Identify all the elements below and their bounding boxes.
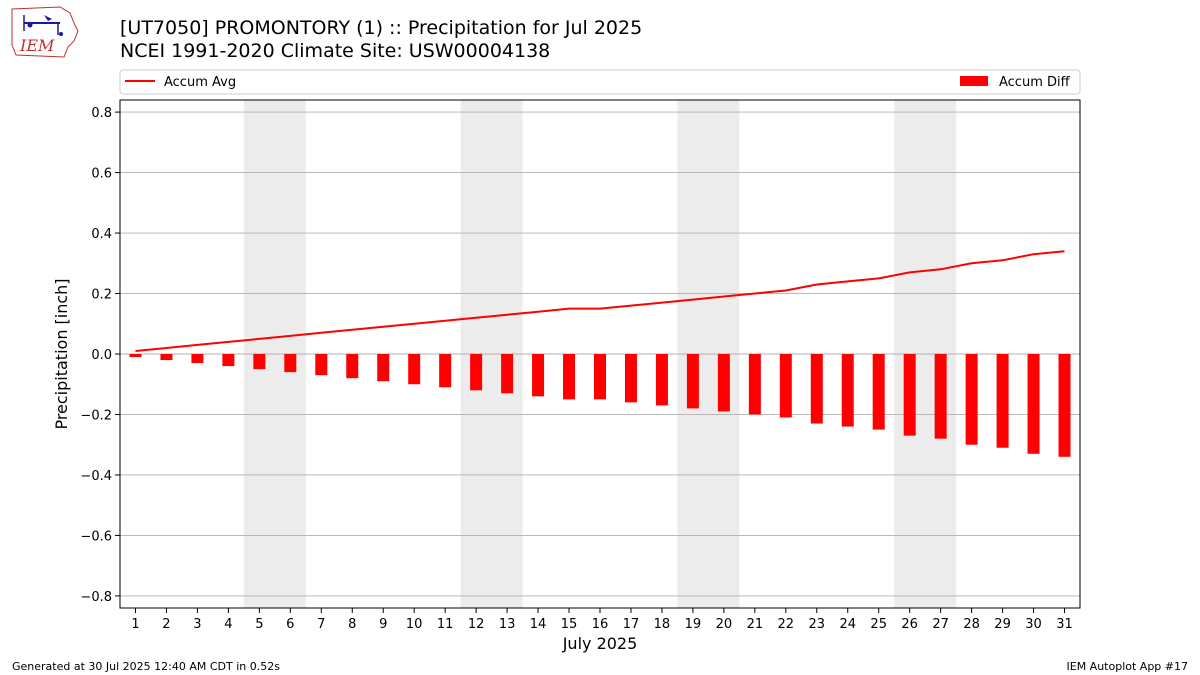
accum-diff-bar: [624, 354, 637, 403]
accum-diff-bar: [996, 354, 1009, 448]
x-tick-label: 13: [499, 617, 516, 632]
accum-diff-bar: [253, 354, 266, 370]
legend-bar-swatch: [960, 76, 988, 86]
accum-diff-bar: [934, 354, 947, 439]
generated-timestamp: Generated at 30 Jul 2025 12:40 AM CDT in…: [12, 660, 280, 673]
iem-logo: IEM: [11, 6, 79, 58]
x-tick-label: 2: [162, 617, 170, 632]
x-tick-label: 3: [193, 617, 201, 632]
y-tick-label: −0.2: [80, 408, 112, 423]
accum-diff-bar: [284, 354, 297, 373]
y-tick-label: −0.8: [80, 590, 112, 605]
accum-avg-line: [135, 250, 1065, 352]
accum-diff-bar: [532, 354, 545, 397]
accum-diff-bar: [686, 354, 699, 409]
x-tick-label: 22: [778, 617, 795, 632]
x-tick-label: 18: [654, 617, 671, 632]
svg-text:IEM: IEM: [19, 36, 55, 55]
x-tick-label: 17: [623, 617, 640, 632]
x-tick-label: 24: [839, 617, 856, 632]
accum-diff-bar: [346, 354, 359, 379]
y-tick-label: −0.6: [80, 529, 112, 544]
accum-diff-bar: [315, 354, 328, 376]
x-tick-label: 28: [963, 617, 980, 632]
accum-diff-bar: [717, 354, 730, 412]
y-tick-label: 0.2: [91, 288, 112, 303]
x-tick-label: 29: [994, 617, 1011, 632]
accum-diff-bar: [470, 354, 483, 391]
x-tick-label: 6: [286, 617, 294, 632]
chart-subtitle: NCEI 1991-2020 Climate Site: USW00004138: [120, 40, 551, 62]
accum-diff-bar: [841, 354, 854, 427]
x-tick-label: 25: [870, 617, 887, 632]
accum-diff-bar: [501, 354, 514, 394]
y-tick-label: 0.8: [91, 106, 112, 121]
x-axis-label: July 2025: [562, 634, 638, 653]
x-tick-label: 7: [317, 617, 325, 632]
x-tick-label: 21: [747, 617, 764, 632]
accum-diff-bar: [377, 354, 390, 382]
x-tick-label: 26: [901, 617, 918, 632]
y-tick-label: 0.4: [91, 227, 112, 242]
x-tick-label: 4: [224, 617, 232, 632]
legend-accum-diff-label: Accum Diff: [999, 75, 1071, 90]
x-tick-label: 31: [1056, 617, 1073, 632]
x-tick-label: 10: [406, 617, 423, 632]
x-tick-label: 20: [716, 617, 733, 632]
accum-diff-bar: [160, 354, 173, 361]
accum-diff-bar: [408, 354, 421, 385]
app-credit: IEM Autoplot App #17: [1066, 660, 1189, 673]
legend-box: [119, 69, 1081, 95]
y-axis-label: Precipitation [inch]: [52, 278, 71, 429]
accum-diff-bar: [655, 354, 668, 406]
accum-diff-bar: [594, 354, 606, 400]
x-tick-label: 23: [809, 617, 826, 632]
x-tick-label: 14: [530, 617, 547, 632]
accum-diff-bar: [439, 354, 452, 388]
y-tick-label: −0.4: [80, 469, 112, 484]
y-tick-label: 0.0: [91, 348, 112, 363]
x-tick-label: 30: [1025, 617, 1042, 632]
accum-diff-bar: [779, 354, 792, 418]
accum-diff-bar: [563, 354, 576, 400]
x-tick-label: 16: [592, 617, 609, 632]
accum-diff-bar: [748, 354, 761, 415]
x-tick-label: 15: [561, 617, 578, 632]
x-tick-label: 5: [255, 617, 263, 632]
x-tick-label: 9: [379, 617, 387, 632]
accum-diff-bar: [965, 354, 978, 445]
x-tick-label: 19: [685, 617, 702, 632]
x-tick-label: 27: [932, 617, 949, 632]
accum-diff-bar: [872, 354, 885, 430]
x-tick-label: 1: [131, 617, 139, 632]
accum-diff-bar: [810, 354, 823, 424]
legend-accum-avg-label: Accum Avg: [164, 75, 236, 90]
accum-diff-bar: [222, 354, 235, 367]
accum-diff-bar: [191, 354, 204, 364]
accum-diff-bar: [1027, 354, 1040, 454]
x-tick-label: 8: [348, 617, 356, 632]
accum-diff-bar: [129, 354, 142, 358]
y-tick-label: 0.6: [91, 167, 112, 182]
accum-diff-bar: [903, 354, 916, 436]
x-tick-label: 11: [437, 617, 454, 632]
chart-title: [UT7050] PROMONTORY (1) :: Precipitation…: [120, 17, 643, 39]
x-tick-label: 12: [468, 617, 485, 632]
accum-diff-bar: [1058, 354, 1071, 457]
